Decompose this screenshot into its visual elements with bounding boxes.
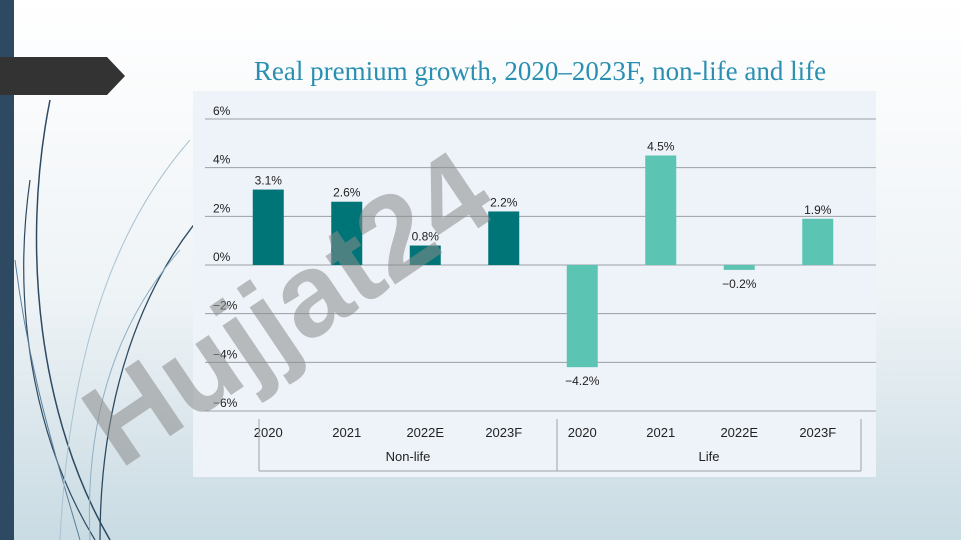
y-tick-label: 2% xyxy=(213,201,231,215)
data-label: 3.1% xyxy=(255,174,283,188)
y-tick-label: −2% xyxy=(213,299,238,313)
x-tick-label: 2023F xyxy=(799,425,836,440)
chart-panel: 6% 4% 2% 0% −2% −4% −6% 3.1% 2020 2.6% 2021 0.8% 202… xyxy=(193,91,876,477)
slide-title: Real premium growth, 2020–2023F, non-lif… xyxy=(253,56,827,86)
bar-chart: 6% 4% 2% 0% −2% −4% −6% 3.1% 2020 2.6% 2021 0.8% 202… xyxy=(205,104,876,472)
data-label: −0.2% xyxy=(722,277,757,291)
bar-life-2021 xyxy=(645,155,677,265)
x-tick-label: 2021 xyxy=(332,425,361,440)
bar-non-life-2022e xyxy=(409,245,441,265)
data-label: −4.2% xyxy=(565,374,600,388)
y-tick-label: −6% xyxy=(213,396,238,410)
decorative-swoosh-lines xyxy=(14,99,216,540)
y-tick-label: −4% xyxy=(213,347,238,361)
y-tick-label: 6% xyxy=(213,104,231,118)
bar-non-life-2021 xyxy=(331,201,363,265)
left-accent-bar xyxy=(0,0,14,540)
x-tick-label: 2020 xyxy=(254,425,283,440)
group-label: Life xyxy=(699,449,720,464)
x-tick-label: 2022E xyxy=(720,425,758,440)
y-tick-label: 0% xyxy=(213,250,231,264)
y-tick-label: 4% xyxy=(213,153,231,167)
title-arrow-tab xyxy=(0,57,125,95)
bar-life-2023f xyxy=(802,218,834,265)
x-tick-label: 2020 xyxy=(568,425,597,440)
group-label: Non-life xyxy=(386,449,431,464)
data-label: 1.9% xyxy=(804,203,832,217)
x-tick-label: 2023F xyxy=(485,425,522,440)
bar-life-2020 xyxy=(566,265,598,368)
data-label: 4.5% xyxy=(647,140,675,154)
data-label: 2.6% xyxy=(333,186,361,200)
data-label: 0.8% xyxy=(412,230,440,244)
x-tick-label: 2021 xyxy=(646,425,675,440)
bar-non-life-2020 xyxy=(252,189,284,265)
data-label: 2.2% xyxy=(490,195,518,209)
bar-life-2022e xyxy=(723,265,755,270)
bar-non-life-2023f xyxy=(488,211,520,265)
x-tick-label: 2022E xyxy=(406,425,444,440)
